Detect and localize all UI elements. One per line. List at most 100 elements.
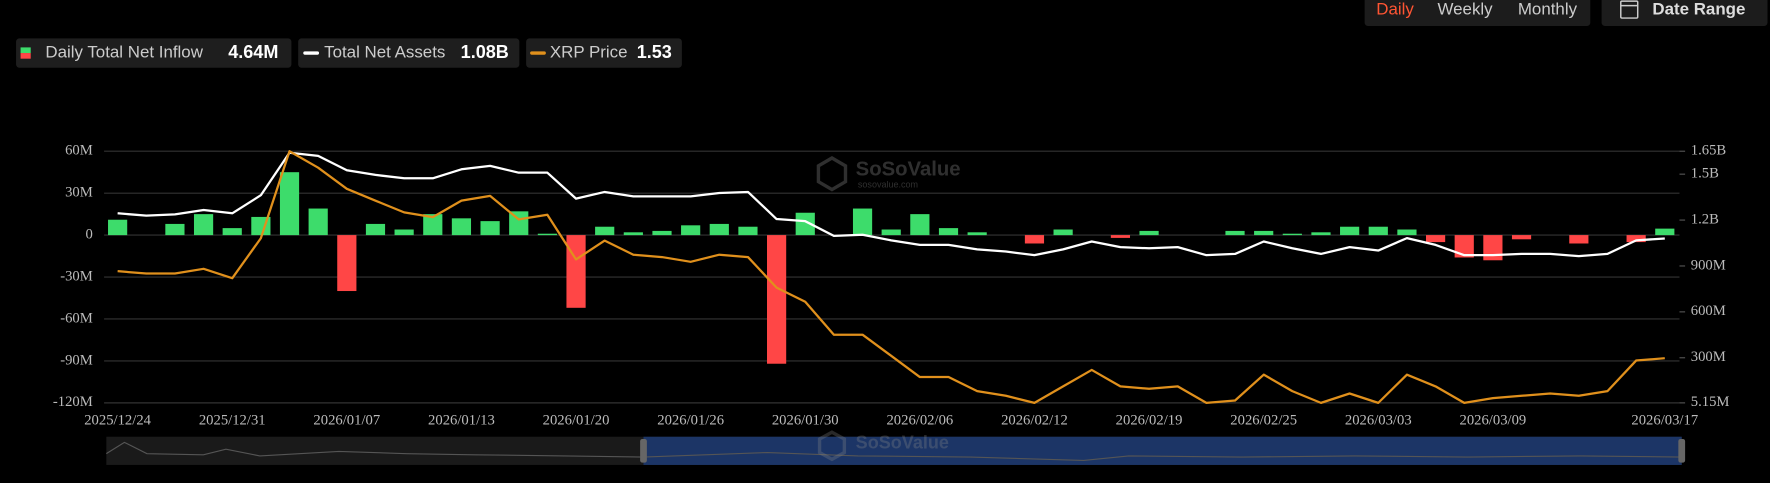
- bar: [623, 232, 643, 236]
- date-range-label[interactable]: Date Range: [1652, 0, 1745, 19]
- line: [117, 150, 1665, 405]
- x-tick-label: 2025/12/24: [84, 412, 151, 428]
- range-button[interactable]: Weekly: [1437, 0, 1493, 19]
- bar: [1254, 230, 1274, 236]
- bar: [1110, 235, 1131, 238]
- bar: [222, 228, 242, 236]
- legend-value: 1.53: [637, 42, 672, 62]
- bar: [337, 235, 357, 292]
- bar: [1483, 235, 1503, 261]
- bar: [1425, 235, 1446, 243]
- y-tick-label: 60M: [65, 143, 93, 159]
- legend-label: Daily Total Net Inflow: [45, 43, 203, 62]
- bar: [709, 223, 729, 236]
- legend-value: 1.08B: [461, 42, 509, 62]
- bar: [852, 208, 873, 236]
- navigator-selection[interactable]: [643, 436, 1682, 465]
- bar: [423, 214, 443, 236]
- bar: [165, 223, 185, 236]
- bar: [1655, 228, 1675, 236]
- x-tick-label: 2026/01/30: [772, 412, 839, 428]
- bar: [738, 226, 758, 236]
- bar: [1368, 226, 1388, 236]
- legend-label: XRP Price: [550, 43, 628, 62]
- y-tick-label: -30M: [60, 268, 93, 284]
- range-button[interactable]: Daily: [1376, 0, 1414, 19]
- watermark-text: SoSoValue: [856, 159, 961, 181]
- navigator-watermark: SoSoValue: [817, 430, 949, 462]
- bar: [480, 221, 500, 236]
- legend-label: Total Net Assets: [324, 43, 445, 62]
- y-tick-label: -90M: [60, 352, 93, 368]
- y-tick-label: 30M: [65, 185, 93, 201]
- legend-chip[interactable]: [298, 38, 520, 68]
- y2-tick-label: 600M: [1691, 303, 1726, 319]
- y2-tick-label: 1.2B: [1691, 211, 1719, 227]
- bar: [537, 233, 557, 236]
- legend-value: 4.64M: [228, 42, 278, 62]
- bar: [1139, 230, 1159, 236]
- bar: [938, 228, 959, 236]
- y-tick-label: -120M: [53, 394, 93, 410]
- x-tick-label: 2026/03/09: [1459, 412, 1526, 428]
- bar: [967, 232, 987, 236]
- bar: [795, 212, 815, 236]
- bar: [365, 223, 386, 236]
- watermark-text: SoSoValue: [856, 432, 949, 452]
- bar: [1225, 230, 1245, 236]
- bar: [652, 230, 672, 236]
- bar: [881, 229, 901, 236]
- legend-chip[interactable]: [16, 38, 292, 68]
- navigator-handle[interactable]: [640, 438, 647, 463]
- legend-icon: [20, 53, 31, 59]
- y2-tick-label: 900M: [1691, 257, 1726, 273]
- bar: [767, 235, 787, 364]
- x-tick-label: 2026/01/13: [428, 412, 495, 428]
- bar: [1024, 235, 1045, 244]
- watermark: SoSoValue sosovalue.com: [816, 156, 961, 192]
- range-button[interactable]: Monthly: [1518, 0, 1578, 19]
- x-tick-label: 2026/02/12: [1001, 412, 1068, 428]
- range-group: [1364, 0, 1591, 26]
- x-tick-label: 2025/12/31: [199, 412, 266, 428]
- y2-tick-label: 1.65B: [1691, 143, 1727, 159]
- bar: [1454, 235, 1474, 258]
- bar: [595, 226, 615, 236]
- bar: [394, 229, 414, 236]
- x-tick-label: 2026/03/03: [1345, 412, 1412, 428]
- x-tick-label: 2026/01/26: [657, 412, 724, 428]
- bar: [1053, 229, 1073, 236]
- x-tick-label: 2026/02/06: [886, 412, 953, 428]
- navigator-handle[interactable]: [1678, 438, 1686, 463]
- y-tick-label: -60M: [60, 310, 93, 326]
- bar: [308, 208, 328, 236]
- legend-chip[interactable]: [526, 38, 682, 68]
- x-tick-label: 2026/02/19: [1116, 412, 1183, 428]
- x-tick-label: 2026/03/17: [1631, 412, 1698, 428]
- y2-tick-label: 300M: [1691, 349, 1726, 365]
- x-tick-label: 2026/01/07: [313, 412, 380, 428]
- bar: [108, 219, 128, 236]
- bar: [566, 235, 586, 308]
- legend-icon: [20, 47, 31, 54]
- bar: [1397, 229, 1417, 236]
- x-tick-label: 2026/01/20: [543, 412, 610, 428]
- x-tick-label: 2026/02/25: [1230, 412, 1297, 428]
- bar: [681, 225, 701, 236]
- bar: [193, 214, 214, 236]
- bar: [1282, 233, 1302, 236]
- line: [117, 151, 1665, 258]
- bar: [509, 211, 529, 236]
- bar: [1311, 232, 1331, 236]
- watermark-sub: sosovalue.com: [858, 179, 918, 189]
- y2-tick-label: 5.15M: [1691, 394, 1730, 410]
- bar: [451, 218, 472, 236]
- bar: [1511, 235, 1532, 240]
- bar: [1626, 235, 1646, 243]
- date-range-button[interactable]: [1601, 0, 1768, 26]
- bar: [279, 172, 300, 236]
- y-tick-label: 0: [85, 226, 92, 242]
